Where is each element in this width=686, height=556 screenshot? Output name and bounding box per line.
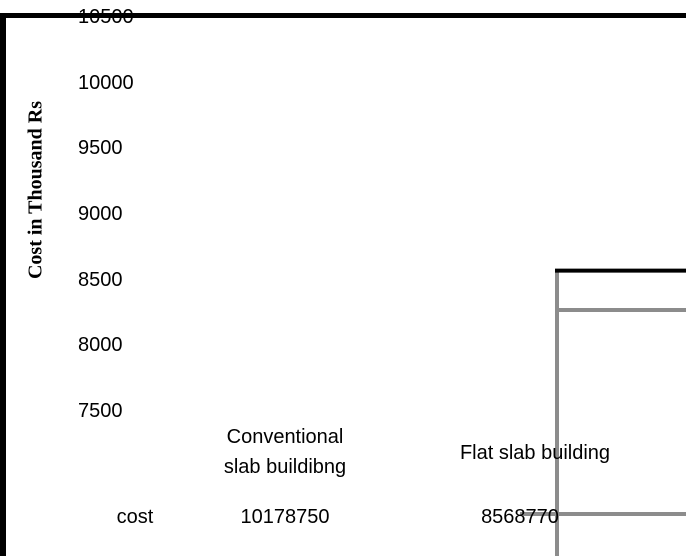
y-tick-label: 8500: [78, 268, 123, 291]
frame-left-border: [0, 13, 6, 556]
y-tick-label: 9500: [78, 137, 123, 160]
category-label-flat-slab: Flat slab building: [425, 438, 645, 468]
y-axis-label: Cost in Thousand Rs: [24, 100, 47, 280]
y-tick-label: 7500: [78, 400, 123, 422]
category-line: slab buildibng: [223, 456, 347, 478]
value-label-flat-slab: 8568770: [481, 506, 559, 528]
category-label-conventional: Conventional slab buildibng: [205, 422, 365, 482]
category-line: Conventional: [226, 426, 344, 448]
y-tick-label: 8000: [78, 334, 123, 357]
frame-top-border: [0, 13, 686, 18]
y-tick-label: 9000: [78, 203, 123, 225]
category-line: Flat slab building: [459, 442, 611, 464]
y-tick-label: 10000: [78, 71, 134, 94]
y-tick-label: 10500: [78, 6, 134, 28]
value-label-conventional: 10178750: [240, 506, 330, 528]
series-label-cost: cost: [116, 506, 154, 528]
